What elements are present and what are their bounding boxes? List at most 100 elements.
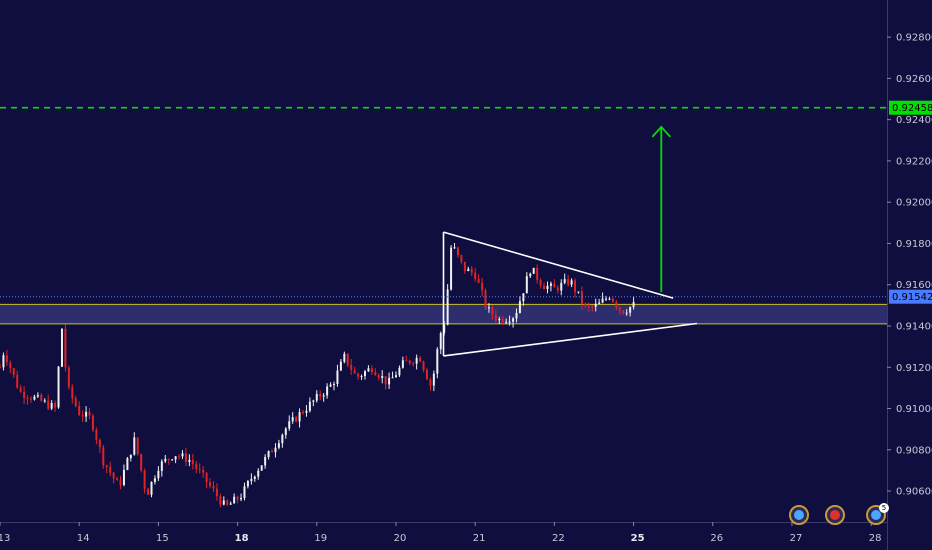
candle-down [88, 411, 91, 416]
candle-down [539, 279, 542, 286]
candle-up [36, 395, 39, 397]
candle-down [102, 447, 105, 466]
candle-up [508, 321, 511, 323]
candle-down [501, 318, 504, 323]
candle-up [625, 312, 628, 314]
current-price-badge[interactable] [889, 289, 932, 304]
candle-down [422, 361, 425, 371]
candle-up [577, 291, 580, 293]
canada-flag-event-icon[interactable] [825, 505, 845, 525]
candle-down [112, 472, 115, 479]
candle-down [26, 397, 29, 399]
candle-down [191, 459, 194, 465]
globe-event-icon[interactable] [789, 505, 809, 525]
candle-up [436, 349, 439, 374]
projection-arrow-head[interactable] [651, 125, 671, 138]
candle-up [401, 360, 404, 368]
x-tick-label: 21 [473, 533, 486, 544]
candle-down [584, 303, 587, 306]
candle-down [611, 298, 614, 302]
x-tick-label: 15 [156, 533, 169, 544]
candle-down [580, 291, 583, 304]
candle-up [153, 478, 156, 482]
candle-down [536, 267, 539, 280]
candle-down [95, 429, 98, 441]
candle-up [188, 459, 191, 463]
target-price-badge-label: 0.92458 [892, 103, 932, 114]
candle-down [54, 402, 57, 408]
candle-up [229, 503, 232, 505]
candle-up [505, 321, 508, 323]
candle-up [360, 375, 363, 377]
candle-down [384, 376, 387, 385]
triangle-upper-line[interactable] [443, 231, 674, 299]
candle-down [140, 454, 143, 471]
candle-up [343, 353, 346, 362]
candle-down [319, 393, 322, 397]
candle-down [219, 496, 222, 505]
candle-up [594, 303, 597, 307]
candle-down [587, 305, 590, 307]
candle-down [425, 370, 428, 380]
candle-down [412, 363, 415, 365]
candle-up [632, 302, 635, 308]
candle-down [78, 405, 81, 416]
candle-up [260, 465, 263, 471]
candle-up [598, 302, 601, 304]
current-price-badge-label: 0.91542 [892, 292, 932, 303]
x-tick-label: 25 [631, 533, 645, 544]
candle-down [477, 278, 480, 283]
candle-down [405, 360, 408, 362]
candle-up [171, 459, 174, 461]
candle-up [512, 318, 515, 322]
candle-down [47, 400, 50, 409]
candle-down [215, 488, 218, 497]
candle-down [481, 282, 484, 291]
candle-down [491, 307, 494, 315]
candle-up [333, 383, 336, 385]
candle-up [388, 377, 391, 385]
candle-down [178, 456, 181, 458]
candle-up [250, 478, 253, 482]
candle-down [226, 500, 229, 505]
candle-up [85, 411, 88, 417]
candle-up [243, 486, 246, 499]
candle-up [284, 428, 287, 435]
x-tick-label: 26 [710, 533, 723, 544]
candle-down [195, 464, 198, 469]
candle-up [391, 377, 394, 379]
candle-up [50, 402, 53, 409]
candle-up [329, 384, 332, 387]
candle-down [357, 373, 360, 377]
candle-up [129, 454, 132, 459]
candle-up [415, 357, 418, 364]
candle-down [143, 470, 146, 489]
candle-down [374, 372, 377, 376]
target-price-badge[interactable] [889, 100, 932, 115]
candle-down [9, 362, 12, 369]
candle-down [302, 412, 305, 414]
candle-up [546, 285, 549, 290]
candle-up [398, 367, 401, 376]
candle-down [615, 301, 618, 308]
candle-down [116, 478, 119, 481]
candle-up [367, 368, 370, 372]
candle-up [277, 443, 280, 448]
candle-down [98, 440, 101, 448]
candle-up [336, 370, 339, 384]
candle-down [147, 488, 150, 495]
candle-down [198, 468, 201, 470]
candle-up [560, 282, 563, 291]
triangle-lower-line[interactable] [443, 322, 698, 357]
